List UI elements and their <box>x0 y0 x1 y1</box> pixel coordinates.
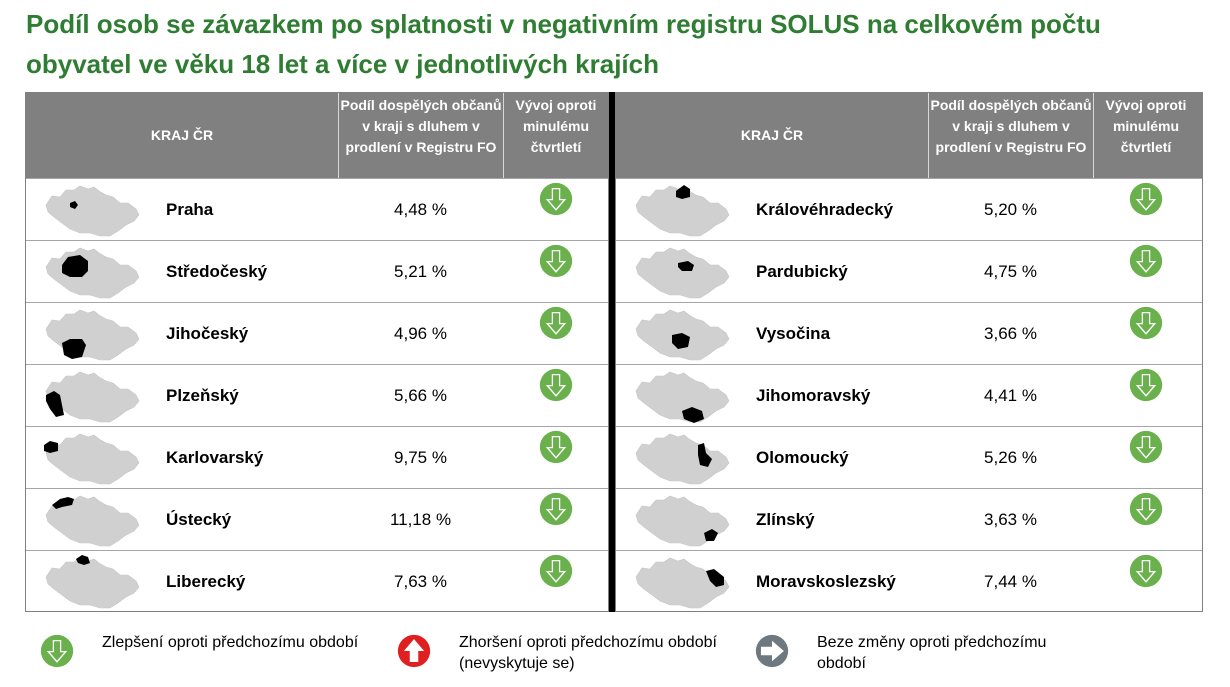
region-map <box>635 185 730 237</box>
table-row: Zlínský 3,63 % <box>616 488 1202 550</box>
arrow-down-icon <box>1129 306 1163 340</box>
region-value: 7,63 % <box>394 572 447 591</box>
header-trend: Vývoj oproti minulému čtvrtletí <box>503 93 608 178</box>
region-map <box>45 555 140 609</box>
region-map <box>45 371 140 423</box>
header-region: KRAJ ČR <box>740 127 804 143</box>
region-name: Jihočeský <box>166 324 249 343</box>
table-header: KRAJ ČR Podíl dospělých občanů v kraji s… <box>616 93 1202 178</box>
region-map <box>635 557 730 609</box>
region-value: 4,41 % <box>984 386 1037 405</box>
region-name: Středočeský <box>166 262 268 281</box>
region-name: Moravskoslezský <box>756 572 896 591</box>
region-value: 5,20 % <box>984 200 1037 219</box>
header-share: Podíl dospělých občanů v kraji s dluhem … <box>338 93 503 178</box>
arrow-down-icon <box>539 492 573 526</box>
region-map <box>635 309 730 361</box>
arrow-down-icon <box>539 182 573 216</box>
arrow-down-icon <box>539 430 573 464</box>
region-map <box>44 433 140 485</box>
region-name: Zlínský <box>756 510 815 529</box>
region-map <box>45 309 140 361</box>
legend-label: Beze změny oproti předchozímu období <box>817 634 1047 672</box>
region-value: 7,44 % <box>984 572 1037 591</box>
page-title: Podíl osob se závazkem po splatnosti v n… <box>26 9 1101 79</box>
region-value: 5,26 % <box>984 448 1037 467</box>
region-name: Pardubický <box>756 262 848 281</box>
region-map <box>45 247 140 299</box>
table-row: Olomoucký 5,26 % <box>616 426 1202 488</box>
region-map <box>635 433 730 485</box>
table-row: Královéhradecký 5,20 % <box>616 178 1202 240</box>
region-value: 5,21 % <box>394 262 447 281</box>
table-row: Liberecký 7,63 % <box>26 550 608 612</box>
arrow-right-icon <box>755 634 789 668</box>
arrow-down-icon <box>1129 368 1163 402</box>
region-map <box>635 371 730 423</box>
arrow-down-icon <box>1129 182 1163 216</box>
region-value: 11,18 % <box>389 510 452 529</box>
arrow-down-icon <box>539 368 573 402</box>
arrow-down-icon <box>539 554 573 588</box>
arrow-down-icon <box>1129 244 1163 278</box>
region-value: 9,75 % <box>394 448 447 467</box>
header-share: Podíl dospělých občanů v kraji s dluhem … <box>928 93 1093 178</box>
region-map <box>45 185 140 237</box>
region-map <box>635 247 730 299</box>
legend-label: Zhoršení oproti předchozímu období (nevy… <box>459 634 717 672</box>
header-trend: Vývoj oproti minulému čtvrtletí <box>1093 93 1198 178</box>
region-name: Olomoucký <box>756 448 849 467</box>
table-row: Plzeňský 5,66 % <box>26 364 608 426</box>
region-name: Liberecký <box>166 572 246 591</box>
region-map <box>45 495 140 547</box>
table-row: Karlovarský 9,75 % <box>26 426 608 488</box>
region-value: 3,63 % <box>984 510 1037 529</box>
region-name: Ústecký <box>166 510 232 529</box>
table-row: Moravskoslezský 7,44 % <box>616 550 1202 612</box>
arrow-up-icon <box>397 634 431 668</box>
table-row: Ústecký 11,18 % <box>26 488 608 550</box>
arrow-down-icon <box>539 244 573 278</box>
header-region: KRAJ ČR <box>150 127 214 143</box>
table-row: Pardubický 4,75 % <box>616 240 1202 302</box>
region-value: 4,75 % <box>984 262 1037 281</box>
table-separator <box>609 92 615 612</box>
table-row: Praha 4,48 % <box>26 178 608 240</box>
region-value: 4,96 % <box>394 324 447 343</box>
arrow-down-icon <box>1129 430 1163 464</box>
legend-label: Zlepšení oproti předchozímu období <box>102 634 359 651</box>
region-value: 5,66 % <box>394 386 447 405</box>
region-name: Plzeňský <box>166 386 239 405</box>
table-row: Vysočina 3,66 % <box>616 302 1202 364</box>
arrow-down-icon <box>1129 554 1163 588</box>
table-header: KRAJ ČR Podíl dospělých občanů v kraji s… <box>26 93 608 178</box>
region-name: Jihomoravský <box>756 386 871 405</box>
region-name: Královéhradecký <box>756 200 894 219</box>
table-left: KRAJ ČR Podíl dospělých občanů v kraji s… <box>25 92 609 612</box>
arrow-down-icon <box>1129 492 1163 526</box>
region-value: 4,48 % <box>394 200 447 219</box>
table-row: Jihomoravský 4,41 % <box>616 364 1202 426</box>
table-right: KRAJ ČR Podíl dospělých občanů v kraji s… <box>615 92 1203 612</box>
region-map <box>635 495 730 547</box>
region-value: 3,66 % <box>984 324 1037 343</box>
region-name: Vysočina <box>756 324 831 343</box>
table-row: Jihočeský 4,96 % <box>26 302 608 364</box>
region-name: Praha <box>166 200 214 219</box>
arrow-down-icon <box>539 306 573 340</box>
table-row: Středočeský 5,21 % <box>26 240 608 302</box>
arrow-down-icon <box>40 634 74 668</box>
region-name: Karlovarský <box>166 448 264 467</box>
